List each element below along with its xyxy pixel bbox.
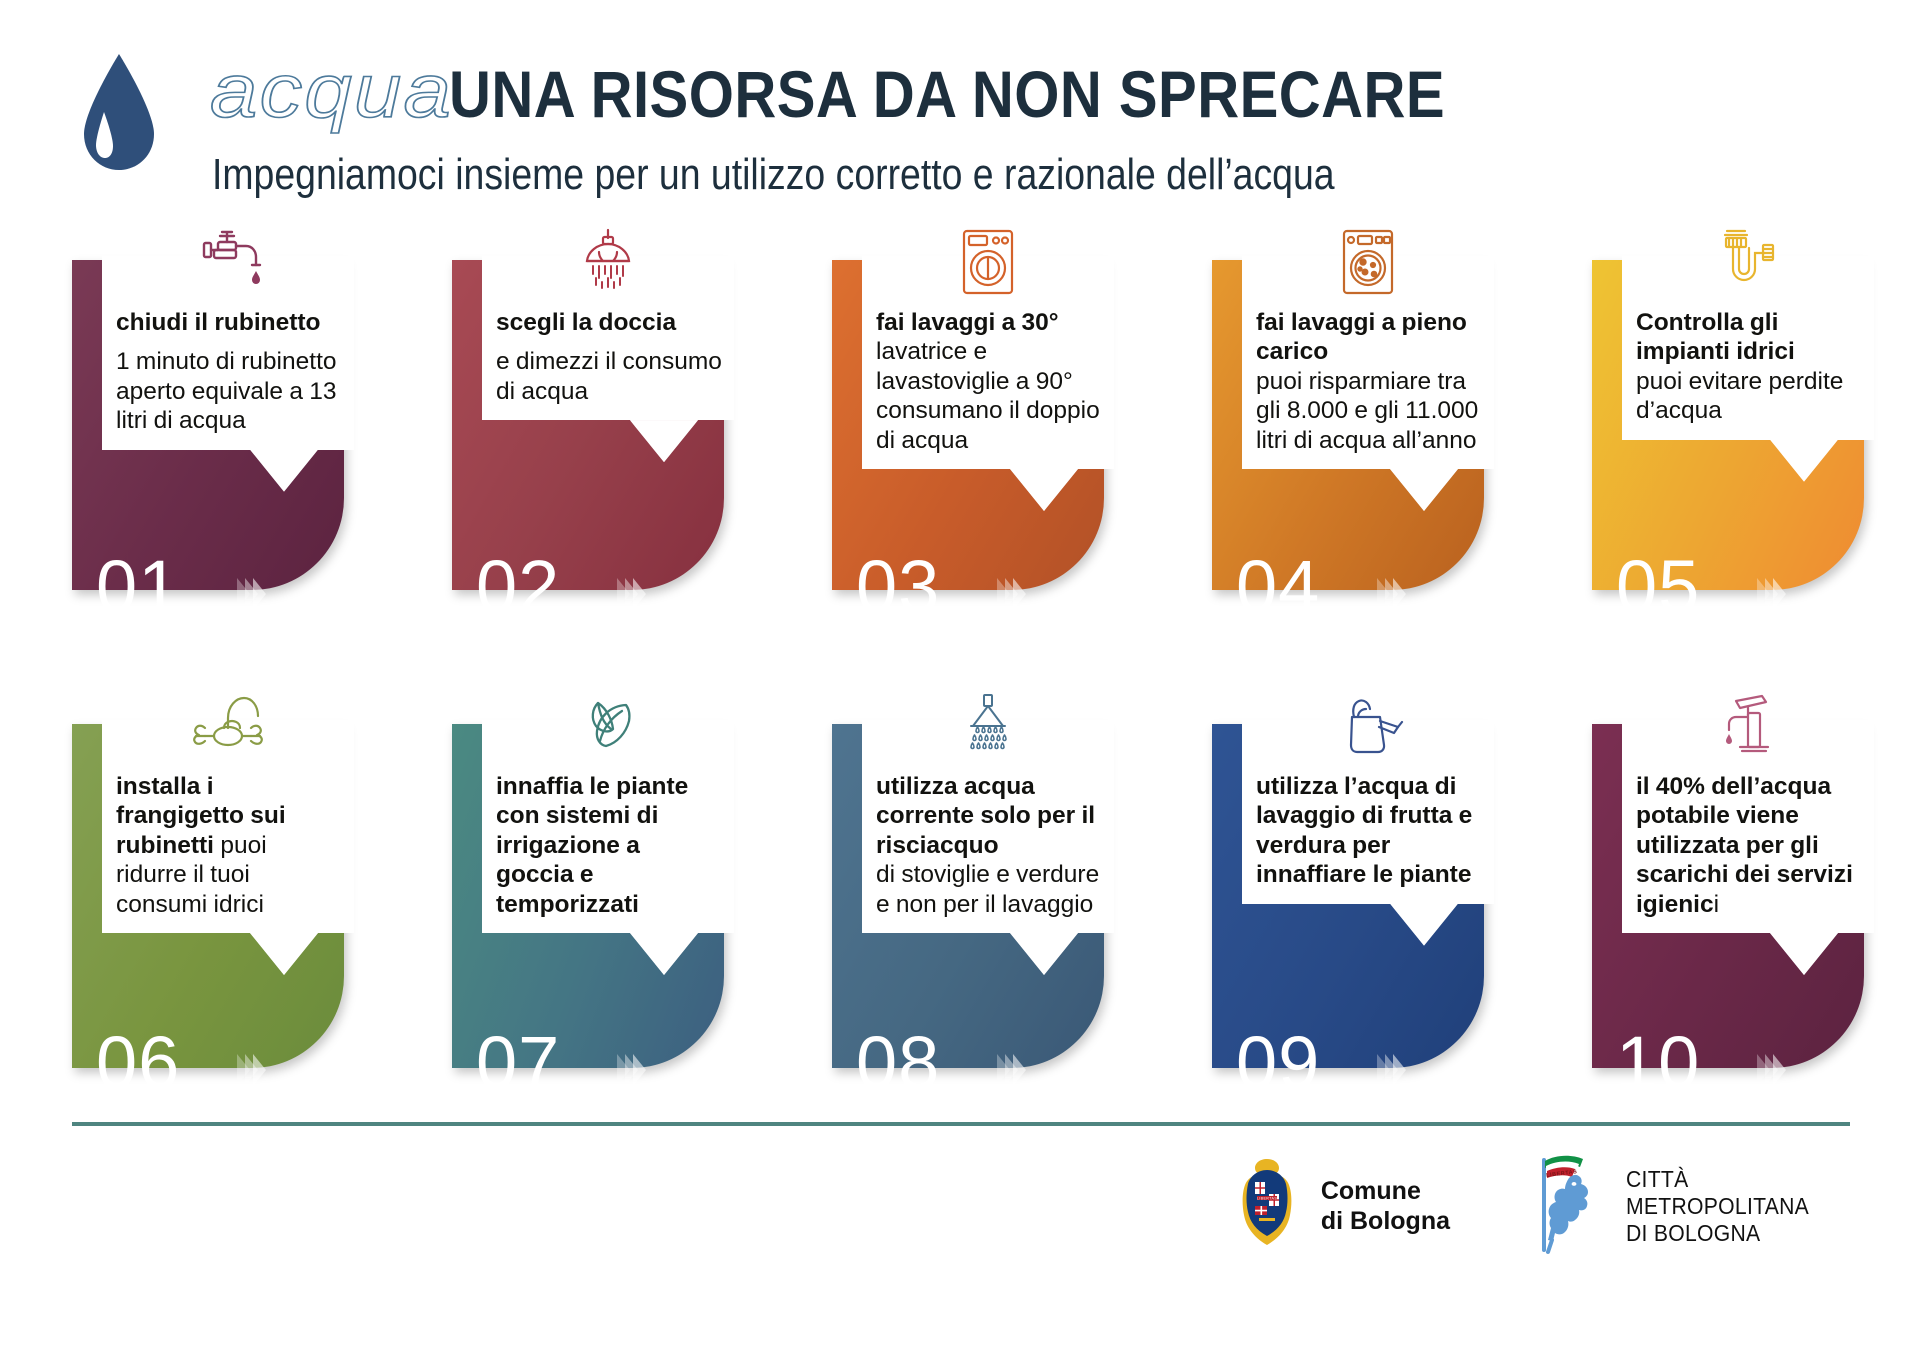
svg-text:LIBERTAS: LIBERTAS <box>1546 1169 1578 1179</box>
card-number: 04 <box>1236 545 1321 628</box>
card-regular-text: puoi ridurre il tuoi consumi idrici <box>116 831 267 918</box>
card-bubble: Controlla gli impianti idrici puoi evita… <box>1622 229 1874 440</box>
faucet-dripping-icon <box>102 222 354 302</box>
tip-card-06[interactable]: installa i frangigetto sui rubinetti puo… <box>72 682 364 1130</box>
poster-footer: LIBERTAS Comune di Bologna LIBERTAS <box>0 1140 1920 1340</box>
card-bubble: installa i frangigetto sui rubinetti puo… <box>102 696 354 933</box>
leaf-icon <box>482 686 734 766</box>
tip-card-10[interactable]: il 40% dell’acqua potabile viene utilizz… <box>1592 682 1884 1130</box>
chevron-arrows-icon <box>617 1054 646 1086</box>
card-number: 07 <box>476 1021 561 1104</box>
card-bubble: utilizza l’acqua di lavaggio di frutta e… <box>1242 699 1494 904</box>
card-bold-text: utilizza l’acqua di lavaggio di frutta e… <box>1256 773 1473 889</box>
card-regular-text: 1 minuto di rubinetto aperto equivale a … <box>116 348 337 435</box>
svg-text:LIBERTAS: LIBERTAS <box>1257 1196 1277 1200</box>
chevron-arrows-icon <box>1377 578 1406 610</box>
card-bubble: scegli la doccia e dimezzi il consumo di… <box>482 228 734 421</box>
card-bold-text: utilizza acqua corrente solo per il risc… <box>876 773 1096 859</box>
logo-citta-metropolitana: LIBERTAS CITTÀ METROPOLITANA DI BOLOGNA <box>1522 1152 1825 1261</box>
card-text: il 40% dell’acqua potabile viene utilizz… <box>1636 772 1862 919</box>
card-bubble: fai lavaggi a pieno carico puoi risparmi… <box>1242 229 1494 469</box>
chevron-arrows-icon <box>617 578 646 610</box>
water-drop-icon <box>80 52 158 172</box>
washing-machine-full-load-icon <box>1242 222 1494 302</box>
tip-card-08[interactable]: utilizza acqua corrente solo per il risc… <box>832 682 1124 1130</box>
tip-card-03[interactable]: fai lavaggi a 30° lavatrice e lavastovig… <box>832 218 1124 654</box>
logo-citta-metropolitana-label: CITTÀ METROPOLITANA DI BOLOGNA <box>1626 1165 1810 1247</box>
drain-pipe-icon <box>1622 222 1874 302</box>
washing-machine-icon <box>862 222 1114 302</box>
footer-separator <box>72 1122 1850 1126</box>
tap-aerator-icon <box>102 686 354 766</box>
card-regular-text: di stoviglie e verdure e non per il lava… <box>876 861 1100 918</box>
card-text: scegli la doccia e dimezzi il consumo di… <box>496 308 722 406</box>
chevron-arrows-icon <box>1377 1054 1406 1086</box>
page-title: UNA RISORSA DA NON SPRECARE <box>449 57 1446 131</box>
comune-di-bologna-crest-icon: LIBERTAS <box>1227 1156 1307 1257</box>
card-bold-text: innaffia le piante con sistemi di irriga… <box>496 773 689 918</box>
chevron-arrows-icon <box>997 1054 1026 1086</box>
watering-can-icon <box>1242 686 1494 766</box>
title-row: acqua UNA RISORSA DA NON SPRECARE <box>209 48 1581 135</box>
card-bold-text: chiudi il rubinetto <box>116 309 321 336</box>
card-bold-text: fai lavaggi a pieno carico <box>1256 309 1467 366</box>
card-number: 02 <box>476 545 561 628</box>
card-bubble: il 40% dell’acqua potabile viene utilizz… <box>1622 694 1874 933</box>
card-bubble: chiudi il rubinetto 1 minuto di rubinett… <box>102 230 354 450</box>
page-subtitle: Impegniamoci insieme per un utilizzo cor… <box>212 150 1335 199</box>
card-bold-text: il 40% dell’acqua potabile viene utilizz… <box>1636 773 1853 918</box>
card-number: 08 <box>856 1021 941 1104</box>
tip-card-05[interactable]: Controlla gli impianti idrici puoi evita… <box>1592 218 1884 654</box>
card-bold-text: scegli la doccia <box>496 309 677 336</box>
logo-group: LIBERTAS Comune di Bologna LIBERTAS <box>1227 1152 1825 1261</box>
card-number: 05 <box>1616 545 1701 628</box>
card-text: innaffia le piante con sistemi di irriga… <box>496 772 722 919</box>
cards-row-2: installa i frangigetto sui rubinetti puo… <box>0 682 1920 1130</box>
card-text: utilizza l’acqua di lavaggio di frutta e… <box>1256 772 1482 890</box>
shower-drops-icon <box>862 686 1114 766</box>
card-text: utilizza acqua corrente solo per il risc… <box>876 772 1102 919</box>
logo-comune-di-bologna: LIBERTAS Comune di Bologna <box>1227 1156 1450 1257</box>
card-bold-text: Controlla gli impianti idrici <box>1636 309 1795 366</box>
card-number: 03 <box>856 545 941 628</box>
logo-comune-label: Comune di Bologna <box>1320 1177 1450 1235</box>
chevron-arrows-icon <box>237 1054 266 1086</box>
tip-card-04[interactable]: fai lavaggi a pieno carico puoi risparmi… <box>1212 218 1504 654</box>
citta-metropolitana-lion-icon: LIBERTAS <box>1522 1152 1612 1261</box>
tip-card-07[interactable]: innaffia le piante con sistemi di irriga… <box>452 682 744 1130</box>
chevron-arrows-icon <box>1757 578 1786 610</box>
card-bubble: innaffia le piante con sistemi di irriga… <box>482 701 734 933</box>
cards-grid: chiudi il rubinetto 1 minuto di rubinett… <box>0 218 1920 1130</box>
modern-tap-icon <box>1622 686 1874 766</box>
card-text: fai lavaggi a pieno carico puoi risparmi… <box>1256 308 1482 455</box>
shower-head-icon <box>482 222 734 302</box>
cards-row-1: chiudi il rubinetto 1 minuto di rubinett… <box>0 218 1920 654</box>
card-number: 01 <box>96 545 181 628</box>
tip-card-01[interactable]: chiudi il rubinetto 1 minuto di rubinett… <box>72 218 364 654</box>
card-bubble: utilizza acqua corrente solo per il risc… <box>862 694 1114 933</box>
chevron-arrows-icon <box>237 578 266 610</box>
card-text: Controlla gli impianti idrici puoi evita… <box>1636 308 1862 426</box>
card-regular-text: i <box>1713 890 1720 918</box>
tip-card-02[interactable]: scegli la doccia e dimezzi il consumo di… <box>452 218 744 654</box>
card-regular-text: puoi risparmiare tra gli 8.000 e gli 11.… <box>1256 367 1479 454</box>
card-regular-text: puoi evitare perdite d’acqua <box>1636 367 1844 425</box>
card-text: fai lavaggi a 30° lavatrice e lavastovig… <box>876 308 1102 455</box>
card-regular-text: lavatrice e lavastoviglie a 90° consuman… <box>876 338 1100 454</box>
card-bold-text: fai lavaggi a 30° <box>876 309 1059 336</box>
card-regular-text: e dimezzi il consumo di acqua <box>496 348 722 405</box>
card-bold-text: installa i frangigetto sui rubinetti <box>116 773 286 859</box>
card-number: 06 <box>96 1021 181 1104</box>
card-bubble: fai lavaggi a 30° lavatrice e lavastovig… <box>862 229 1114 469</box>
brand-wordmark: acqua <box>209 48 454 135</box>
card-text: installa i frangigetto sui rubinetti puo… <box>116 772 342 919</box>
chevron-arrows-icon <box>1757 1054 1786 1086</box>
card-number: 10 <box>1616 1021 1701 1104</box>
tip-card-09[interactable]: utilizza l’acqua di lavaggio di frutta e… <box>1212 682 1504 1130</box>
poster-header: acqua UNA RISORSA DA NON SPRECARE Impegn… <box>70 22 1870 202</box>
card-text: chiudi il rubinetto 1 minuto di rubinett… <box>116 308 342 436</box>
card-number: 09 <box>1236 1021 1321 1104</box>
chevron-arrows-icon <box>997 578 1026 610</box>
